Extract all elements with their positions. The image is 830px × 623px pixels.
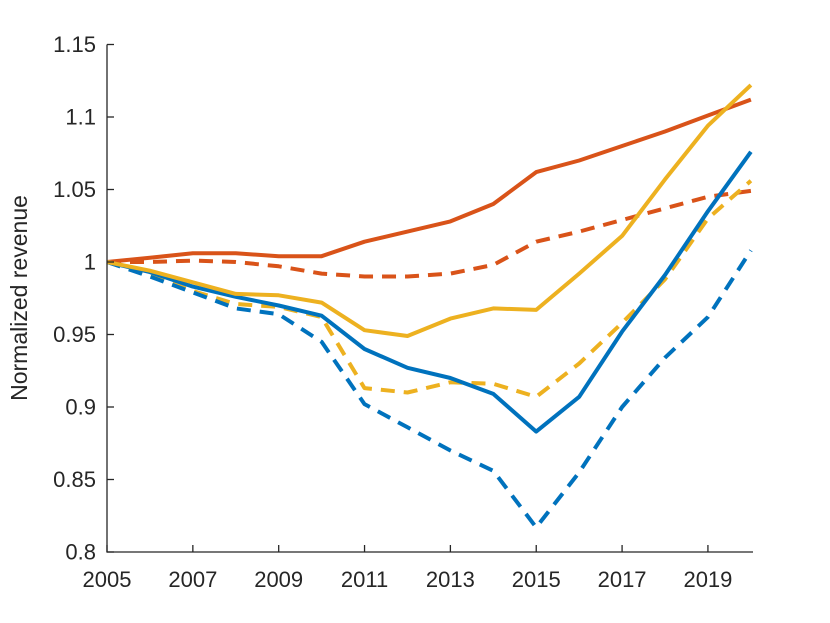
x-tick-label: 2017 (598, 567, 647, 592)
y-tick-label: 1 (84, 250, 96, 275)
x-tick-label: 2007 (168, 567, 217, 592)
series-blue-dashed (106, 249, 753, 530)
y-axis-label: Normalized revenue (6, 195, 32, 401)
x-tick-label: 2013 (426, 567, 475, 592)
plot-area: 2005 2007 2009 2011 2013 2015 2017 2019 0.8 0.85 0… (53, 32, 753, 592)
y-tick-label: 1.15 (53, 32, 96, 57)
y-tick-label: 0.95 (53, 322, 96, 347)
series-blue-solid (106, 150, 753, 434)
x-tick-label: 2009 (254, 567, 303, 592)
y-tick-label: 0.8 (65, 540, 96, 565)
x-tick-label: 2011 (341, 567, 388, 592)
series-yellow-solid (106, 83, 753, 338)
y-tick-label: 1.1 (65, 105, 96, 130)
x-tick-label: 2015 (512, 567, 561, 592)
y-tick-label: 0.9 (65, 395, 96, 420)
y-tick-label: 1.05 (53, 177, 96, 202)
series-orange-solid (106, 97, 752, 264)
x-tick-label: 2005 (83, 567, 132, 592)
series-orange-dashed (107, 188, 752, 279)
x-tick-label: 2019 (683, 567, 732, 592)
y-tick-label: 0.85 (53, 467, 96, 492)
